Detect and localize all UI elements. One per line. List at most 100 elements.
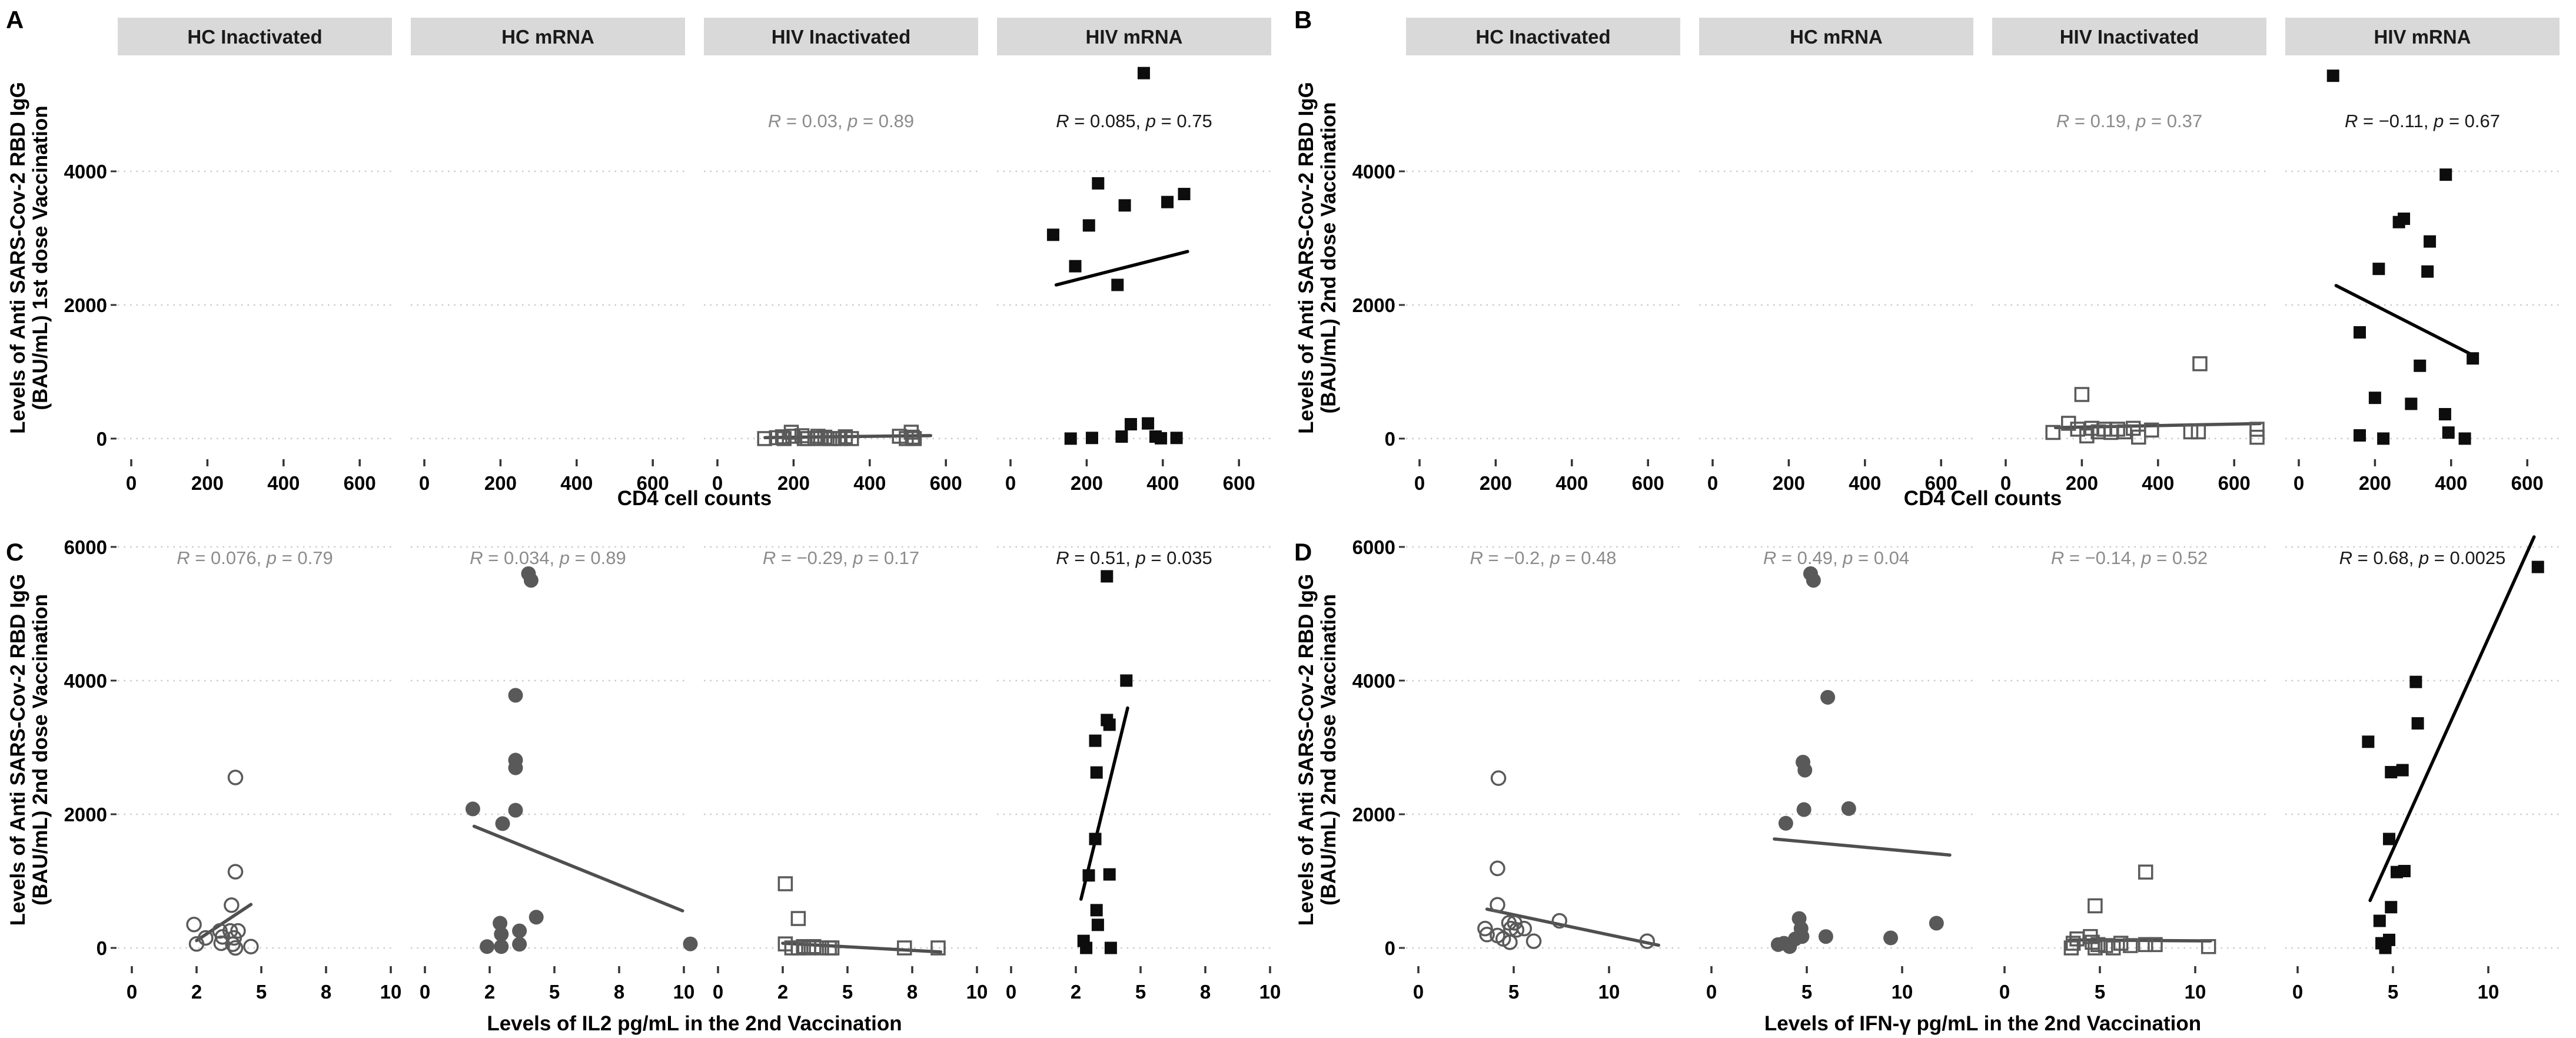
y-tick-label: 2000	[64, 294, 107, 316]
data-point	[1085, 432, 1098, 445]
data-point	[213, 935, 230, 951]
data-point	[508, 760, 523, 775]
y-tick-label: 0	[1385, 937, 1395, 959]
x-tick-label: 600	[1632, 472, 1664, 494]
data-point	[832, 431, 848, 446]
data-point	[1551, 913, 1568, 929]
x-tick-label: 600	[2511, 472, 2544, 494]
x-axis-title: Levels of IL2 pg/mL in the 2nd Vaccinati…	[487, 1012, 902, 1035]
x-tick-label: 10	[380, 981, 402, 1003]
stats-label: R = 0.68, p = 0.0025	[2339, 548, 2506, 568]
y-axis-title-line2: (BAU/mL) 1st dose Vaccination	[29, 105, 52, 410]
x-tick-label: 0	[712, 472, 723, 494]
x-tick-label: 400	[1849, 472, 1881, 494]
data-point	[2379, 941, 2392, 954]
x-tick-label: 200	[1773, 472, 1805, 494]
facet-strip-label: HIV Inactivated	[2060, 26, 2199, 48]
data-point	[1841, 801, 1856, 816]
facet-strip-label: HIV mRNA	[2374, 26, 2471, 48]
data-point	[1797, 762, 1813, 778]
y-axis-title-line2: (BAU/mL) 2nd dose Vaccination	[1317, 594, 1340, 906]
data-point	[1142, 417, 1155, 430]
data-point	[2123, 938, 2138, 953]
x-tick-label: 600	[1223, 472, 1255, 494]
x-tick-label: 0	[1999, 981, 2010, 1003]
facet-strip	[997, 18, 1271, 55]
x-tick-label: 400	[1146, 472, 1179, 494]
data-point	[1778, 815, 1793, 831]
data-point	[1516, 920, 1533, 937]
stats-label: R = 0.076, p = 0.79	[177, 548, 333, 568]
regression-line	[1773, 837, 1952, 857]
x-axis-title: Levels of IFN-γ pg/mL in the 2nd Vaccina…	[1764, 1012, 2201, 1035]
data-point	[2385, 901, 2398, 914]
data-point	[1082, 869, 1095, 882]
facet-strip	[1406, 18, 1680, 55]
data-point	[1115, 430, 1128, 443]
data-point	[683, 936, 698, 951]
data-point	[508, 688, 523, 703]
data-point	[897, 940, 912, 956]
regression-line	[2368, 535, 2536, 903]
data-point	[1124, 418, 1137, 431]
y-axis-title-line1: Levels of Anti SARS-Cov-2 RBD IgG	[6, 82, 29, 434]
data-point	[1490, 860, 1505, 877]
data-point	[2398, 864, 2411, 877]
data-point	[1090, 904, 1103, 917]
regression-line	[195, 903, 253, 943]
data-point	[2125, 420, 2141, 436]
data-point	[1490, 770, 1507, 786]
stats-label: R = 0.034, p = 0.89	[470, 548, 626, 568]
stats-label: R = 0.085, p = 0.75	[1056, 111, 1212, 131]
panel-svg: A Levels of Anti SARS-Cov-2 RBD IgG (BAU/m…	[6, 6, 1271, 510]
data-point	[2074, 387, 2090, 402]
data-point	[2065, 936, 2081, 951]
data-point	[2113, 936, 2129, 951]
data-point	[1508, 922, 1525, 938]
y-tick-label: 0	[97, 428, 107, 450]
x-tick-label: 600	[2218, 472, 2251, 494]
data-point	[2396, 764, 2409, 777]
data-point	[1479, 927, 1495, 943]
data-point	[2458, 432, 2471, 445]
data-point	[227, 770, 244, 785]
data-point	[1103, 868, 1116, 881]
x-tick-label: 0	[1414, 472, 1425, 494]
data-point	[186, 917, 202, 933]
data-point	[1820, 689, 1836, 705]
x-tick-label: 10	[2478, 981, 2499, 1003]
x-tick-label: 2	[1071, 981, 1081, 1003]
data-point	[1525, 933, 1542, 949]
facet-strip	[2285, 18, 2560, 55]
y-tick-label: 4000	[64, 670, 107, 692]
y-axis-title-line1: Levels of Anti SARS-Cov-2 RBD IgG	[1295, 82, 1318, 434]
panel-label: D	[1294, 538, 1312, 566]
x-tick-label: 200	[484, 472, 517, 494]
x-tick-label: 200	[777, 472, 810, 494]
data-point	[1080, 941, 1093, 954]
data-point	[2368, 392, 2381, 404]
data-point	[480, 939, 495, 954]
x-tick-label: 2	[484, 981, 495, 1003]
data-point	[2424, 235, 2437, 248]
data-point	[227, 864, 244, 880]
y-axis-title-line1: Levels of Anti SARS-Cov-2 RBD IgG	[1295, 574, 1318, 926]
data-point	[1782, 939, 1797, 954]
y-tick-label: 0	[1385, 428, 1395, 450]
panel-label: B	[1294, 6, 1312, 34]
stats-label: R = −0.11, p = 0.67	[2345, 111, 2500, 131]
facet-strip	[411, 18, 685, 55]
data-point	[2249, 429, 2265, 445]
x-tick-label: 5	[1135, 981, 1146, 1003]
facet-strip-label: HC mRNA	[501, 26, 594, 48]
data-point	[1092, 177, 1105, 190]
x-tick-label: 0	[1706, 981, 1717, 1003]
x-tick-label: 2	[777, 981, 788, 1003]
data-point	[785, 429, 800, 444]
regression-line	[1079, 706, 1129, 901]
data-point	[2362, 735, 2375, 748]
data-point	[1170, 432, 1183, 445]
data-point	[2138, 864, 2153, 880]
stats-label: R = −0.14, p = 0.52	[2051, 548, 2208, 568]
